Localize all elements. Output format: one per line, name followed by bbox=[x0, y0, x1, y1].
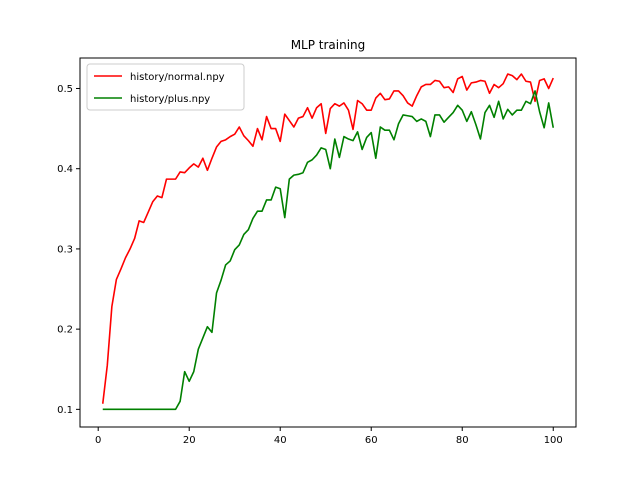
y-tick-label: 0.2 bbox=[57, 325, 73, 336]
chart-title: MLP training bbox=[291, 38, 366, 52]
x-tick-label: 40 bbox=[274, 435, 287, 446]
series-line-1 bbox=[101, 73, 554, 404]
series-line-2 bbox=[102, 90, 555, 411]
x-tick-label: 60 bbox=[365, 435, 378, 446]
legend-label-1: history/normal.npy bbox=[130, 72, 225, 83]
y-tick-label: 0.1 bbox=[57, 405, 73, 416]
x-tick-label: 0 bbox=[95, 435, 101, 446]
y-tick-label: 0.4 bbox=[57, 164, 73, 175]
legend-box bbox=[86, 63, 245, 111]
x-axis: 0 20 40 60 80 100 bbox=[95, 427, 563, 446]
legend: history/normal.npy history/plus.npy bbox=[86, 63, 245, 111]
legend-label-2: history/plus.npy bbox=[130, 94, 210, 105]
y-tick-label: 0.5 bbox=[57, 84, 73, 95]
y-axis: 0.1 0.2 0.3 0.4 0.5 bbox=[57, 84, 80, 416]
series-layer bbox=[101, 73, 555, 411]
y-tick-label: 0.3 bbox=[57, 244, 73, 255]
x-tick-label: 20 bbox=[183, 435, 196, 446]
x-tick-label: 100 bbox=[544, 435, 563, 446]
x-tick-label: 80 bbox=[456, 435, 469, 446]
